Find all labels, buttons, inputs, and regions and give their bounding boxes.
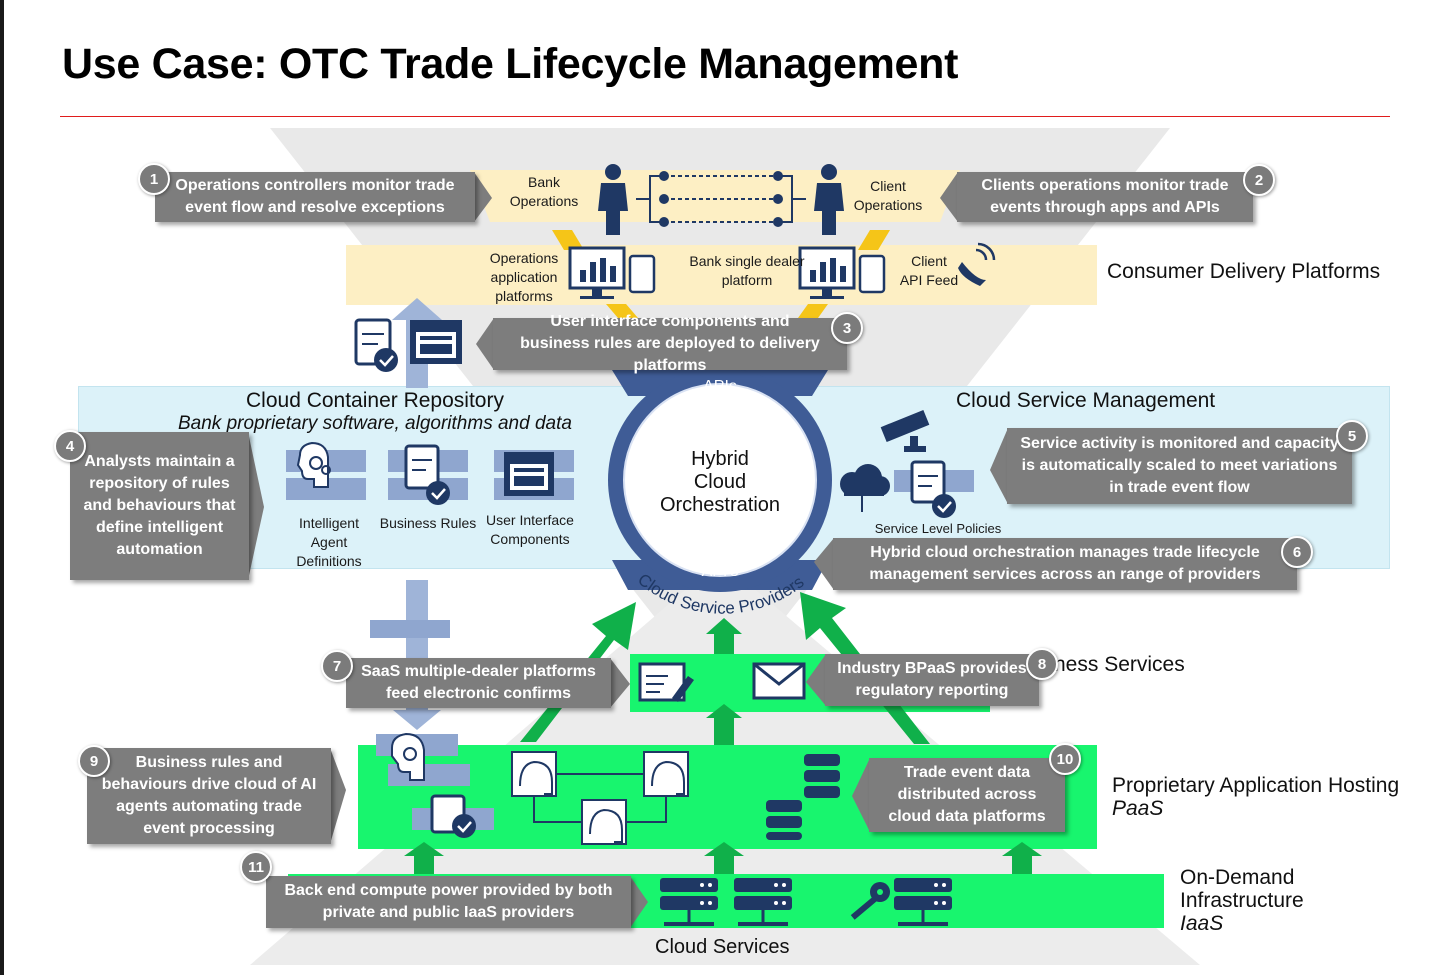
callout-10: Trade event data distributed across clou… (869, 758, 1065, 832)
cloud-services-title: Cloud Services (655, 936, 790, 958)
person-icon (605, 164, 621, 180)
ui-components-icon (494, 450, 574, 500)
callout-7-text: SaaS multiple-dealer platforms feed elec… (361, 663, 596, 702)
callout-number-5: 5 (1336, 420, 1368, 452)
callout-number-6: 6 (1281, 536, 1313, 568)
callout-number-11: 11 (240, 851, 272, 883)
intelligent-agent-label: Intelligent Agent Definitions (296, 515, 362, 569)
iaas-title-line1: On-Demand (1180, 866, 1295, 889)
callout-11-text: Back end compute power provided by both … (284, 882, 613, 921)
title-divider (60, 116, 1390, 117)
business-rules-icon (388, 444, 468, 505)
callout-5-text: Service activity is monitored and capaci… (1020, 435, 1339, 496)
business-services-title: ness Services (1054, 653, 1185, 676)
iaas-title-line2: Infrastructure (1180, 889, 1304, 912)
callout-2-text: Clients operations monitor trade events … (981, 177, 1229, 216)
client-api-feed-label: Client API Feed (899, 253, 959, 288)
left-edge-bar (0, 0, 4, 975)
key-icon (850, 882, 890, 920)
callout-number-3: 3 (831, 312, 863, 344)
satellite-dish-icon (958, 242, 996, 286)
service-level-policies-label: Service Level Policies (874, 521, 1002, 536)
apis-bottom-label: API's (701, 563, 739, 580)
callout-number-2: 2 (1243, 164, 1275, 196)
service-management-title: Cloud Service Management (956, 389, 1216, 412)
paas-subtitle: PaaS (1112, 797, 1164, 820)
callout-4: Analysts maintain a repository of rules … (70, 432, 249, 580)
clipboard-check-icon (354, 318, 398, 372)
callout-1: Operations controllers monitor trade eve… (155, 172, 475, 222)
callout-number-9: 9 (78, 745, 110, 777)
callout-2: Clients operations monitor trade events … (957, 172, 1253, 222)
paas-title: Proprietary Application Hosting (1112, 774, 1400, 797)
callout-number-4: 4 (54, 430, 86, 462)
agent-network-icon (511, 751, 689, 845)
callout-number-1: 1 (138, 163, 170, 195)
security-camera-icon (880, 409, 930, 452)
callout-7: SaaS multiple-dealer platforms feed elec… (346, 658, 611, 708)
callout-number-7: 7 (321, 650, 353, 682)
consumer-delivery-title: Consumer Delivery Platforms (1107, 260, 1381, 283)
callout-3-text: User interface components and business r… (520, 313, 820, 374)
envelope-icon (752, 662, 806, 700)
single-dealer-platform-label: Bank single dealer platform (689, 253, 805, 288)
bank-operations-label: Bank Operations (509, 174, 579, 209)
page-title: Use Case: OTC Trade Lifecycle Management (62, 40, 959, 88)
monitor-icon-dealer (798, 246, 886, 299)
ai-agent-stack-icon (376, 732, 494, 838)
callout-11: Back end compute power provided by both … (266, 876, 631, 928)
container-repository-title: Cloud Container Repository (246, 389, 504, 412)
callout-number-10: 10 (1049, 743, 1081, 775)
intelligent-agent-icon (286, 441, 366, 500)
callout-1-text: Operations controllers monitor trade eve… (175, 177, 455, 216)
callout-3: User interface components and business r… (493, 313, 847, 374)
client-operations-label: Client Operations (853, 178, 923, 213)
window-layout-icon (410, 320, 462, 364)
apis-top-label: APIs (703, 378, 737, 395)
ui-components-label: User Interface Components (486, 512, 574, 547)
server-icon (660, 878, 952, 926)
callout-6-text: Hybrid cloud orchestration manages trade… (869, 544, 1261, 583)
callout-5: Service activity is monitored and capaci… (1007, 428, 1352, 504)
callout-10-text: Trade event data distributed across clou… (888, 764, 1046, 825)
service-level-policy-icon (894, 460, 974, 518)
callout-6: Hybrid cloud orchestration manages trade… (833, 538, 1297, 590)
callout-number-8: 8 (1026, 648, 1058, 680)
ops-app-platforms-label: Operations application platforms (489, 250, 559, 304)
form-edit-icon (638, 662, 694, 702)
callout-8: Industry BPaaS provides regulatory repor… (825, 654, 1039, 706)
callout-9: Business rules and behaviours drive clou… (87, 748, 331, 844)
database-icon (766, 754, 840, 840)
container-repository-subtitle: Bank proprietary software, algorithms an… (178, 413, 572, 434)
monitor-icon-ops (568, 246, 656, 299)
iaas-subtitle: IaaS (1180, 912, 1224, 935)
business-rules-label: Business Rules (379, 515, 477, 531)
hybrid-orchestration-label: Hybrid Cloud Orchestration (659, 448, 781, 516)
callout-9-text: Business rules and behaviours drive clou… (101, 754, 317, 837)
callout-8-text: Industry BPaaS provides regulatory repor… (837, 660, 1027, 699)
cloud-icon (840, 464, 890, 512)
callout-4-text: Analysts maintain a repository of rules … (83, 453, 236, 558)
